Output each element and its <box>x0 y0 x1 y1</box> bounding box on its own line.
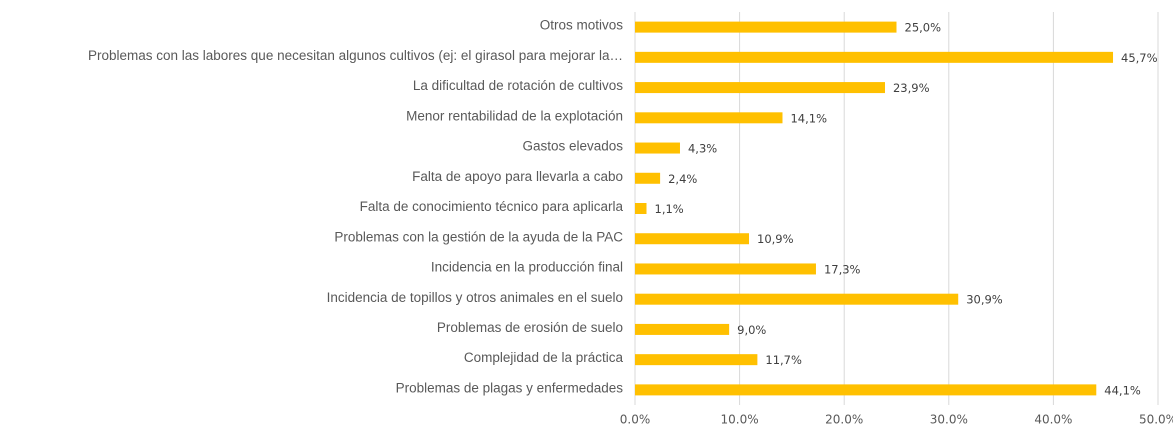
value-label: 1,1% <box>655 202 684 216</box>
y-tick-label: Problemas de plagas y enfermedades <box>396 380 624 395</box>
value-label: 17,3% <box>824 262 861 276</box>
y-tick-label: Incidencia de topillos y otros animales … <box>327 290 623 305</box>
bar <box>635 112 783 124</box>
y-tick-label: Gastos elevados <box>522 139 623 154</box>
bar <box>635 203 647 214</box>
value-label: 11,7% <box>765 353 802 367</box>
bar <box>635 323 730 335</box>
y-tick-label: Menor rentabilidad de la explotación <box>406 108 623 123</box>
value-label: 9,0% <box>737 323 766 337</box>
value-label: 2,4% <box>668 172 697 186</box>
bar <box>635 233 750 245</box>
y-tick-label: Falta de conocimiento técnico para aplic… <box>360 199 624 214</box>
bar <box>635 142 680 154</box>
y-tick-label: Problemas con las labores que necesitan … <box>88 48 623 63</box>
value-label: 45,7% <box>1121 51 1158 65</box>
value-label: 23,9% <box>893 81 930 95</box>
bar <box>635 384 1097 396</box>
x-tick-label: 0.0% <box>620 413 651 427</box>
y-tick-label: Incidencia en la producción final <box>431 260 623 275</box>
y-tick-label: Problemas de erosión de suelo <box>437 320 623 335</box>
bar <box>635 293 959 305</box>
x-tick-label: 40.0% <box>1034 413 1072 427</box>
value-label: 10,9% <box>757 232 794 246</box>
y-tick-label: Otros motivos <box>540 18 624 33</box>
y-tick-label: Problemas con la gestión de la ayuda de … <box>334 229 623 244</box>
x-tick-label: 10.0% <box>721 413 759 427</box>
x-tick-label: 30.0% <box>930 413 968 427</box>
value-label: 30,9% <box>966 293 1003 307</box>
y-tick-label: La dificultad de rotación de cultivos <box>413 78 623 93</box>
bar <box>635 21 897 33</box>
bar <box>635 172 661 184</box>
value-label: 44,1% <box>1104 383 1141 397</box>
bar <box>635 263 816 275</box>
bar <box>635 354 758 366</box>
x-tick-label: 50.0% <box>1139 413 1173 427</box>
value-label: 4,3% <box>688 142 717 156</box>
value-label: 25,0% <box>905 21 942 35</box>
y-tick-label: Falta de apoyo para llevarla a cabo <box>412 169 623 184</box>
bar <box>635 82 885 94</box>
value-label: 14,1% <box>790 111 827 125</box>
y-tick-label: Complejidad de la práctica <box>464 350 624 365</box>
bar <box>635 51 1114 63</box>
x-tick-label: 20.0% <box>825 413 863 427</box>
